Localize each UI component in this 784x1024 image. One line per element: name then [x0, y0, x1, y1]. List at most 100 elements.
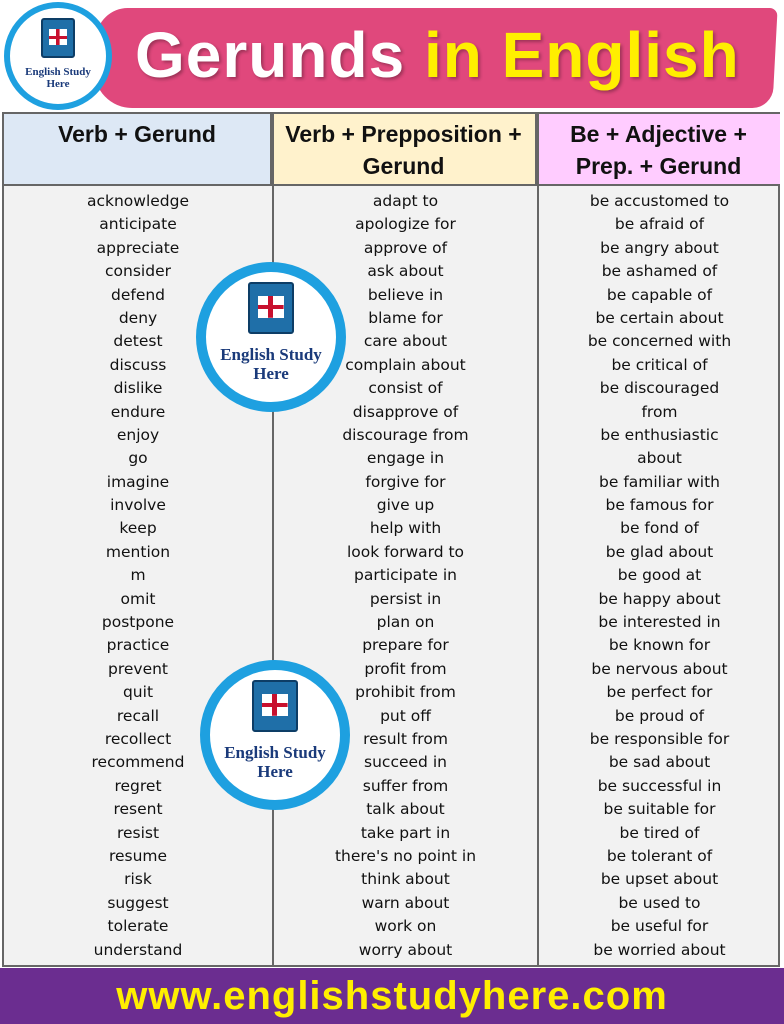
list-item: consist of: [368, 379, 443, 398]
list-item: be known for: [608, 636, 711, 655]
list-item: work on: [374, 917, 437, 936]
list-item: about: [637, 449, 682, 468]
list-item: dislike: [113, 379, 163, 398]
list-item: practice: [106, 636, 170, 655]
list-item: recall: [116, 706, 160, 725]
list-item: detest: [113, 332, 163, 351]
list-item: be proud of: [614, 706, 705, 725]
logo-text: English Study Here: [224, 743, 326, 781]
list-item: go: [128, 449, 148, 468]
list-item: be capable of: [606, 285, 713, 304]
list-item: put off: [380, 706, 431, 725]
list-item: be good at: [617, 566, 702, 585]
list-item: recommend: [91, 753, 185, 772]
list-item: be enthusiastic: [600, 425, 719, 444]
logo-text: English Study Here: [220, 345, 322, 383]
list-item: be afraid of: [614, 215, 705, 234]
list-item: be accustomed to: [589, 192, 730, 210]
list-item: plan on: [376, 613, 435, 632]
book-icon: [248, 282, 294, 334]
list-item: worry about: [358, 940, 453, 959]
list-item: discuss: [109, 355, 167, 374]
list-item: be certain about: [595, 308, 724, 327]
list-item: be tolerant of: [606, 846, 713, 865]
list-item: m: [130, 566, 146, 585]
list-item: consider: [105, 262, 171, 281]
list-item: risk: [124, 870, 152, 889]
list-item: be angry about: [600, 238, 719, 257]
be-adj-prep-gerund-list: be accustomed to be afraid of be angry abo…: [539, 190, 780, 965]
list-item: resume: [108, 846, 168, 865]
list-item: engage in: [366, 449, 445, 468]
list-item: look forward to: [346, 542, 465, 561]
list-item: discourage from: [342, 425, 469, 444]
list-item: be used to: [618, 893, 701, 912]
list-item: forgive for: [365, 472, 446, 491]
title-main: Gerunds: [135, 19, 406, 91]
list-item: give up: [376, 496, 435, 515]
list-item: be ashamed of: [601, 262, 718, 281]
list-item: be interested in: [598, 613, 721, 632]
list-item: be discouraged: [599, 379, 720, 398]
list-item: approve of: [363, 238, 448, 257]
list-item: be upset about: [600, 870, 719, 889]
list-item: take part in: [360, 823, 451, 842]
list-item: anticipate: [99, 215, 177, 234]
list-item: be concerned with: [587, 332, 732, 351]
list-item: participate in: [354, 566, 457, 585]
book-icon: [252, 680, 298, 732]
list-item: be perfect for: [606, 683, 713, 702]
list-item: understand: [93, 940, 183, 959]
list-item: deny: [118, 308, 158, 327]
list-item: prohibit from: [355, 683, 456, 702]
list-item: involve: [110, 496, 166, 515]
verb-gerund-list: acknowledge anticipate appreciate consider d…: [4, 190, 272, 965]
list-item: succeed in: [364, 753, 447, 772]
list-item: enjoy: [116, 425, 160, 444]
list-item: appreciate: [96, 238, 180, 257]
list-item: defend: [110, 285, 166, 304]
column-divider: [272, 114, 274, 965]
logo-text: English Study Here: [25, 66, 91, 91]
list-item: prevent: [107, 659, 169, 678]
title-highlight: in English: [423, 19, 740, 91]
list-item: keep: [119, 519, 157, 538]
list-item: tolerate: [107, 917, 169, 936]
list-item: be happy about: [598, 589, 721, 608]
list-item: ask about: [367, 262, 444, 281]
list-item: be famous for: [605, 496, 714, 515]
verb-prep-gerund-list: adapt to apologize for approve of ask about…: [274, 190, 537, 965]
list-item: complain about: [345, 355, 466, 374]
list-item: there's no point in: [334, 846, 477, 865]
list-item: quit: [122, 683, 154, 702]
list-item: be glad about: [605, 542, 714, 561]
list-item: from: [641, 402, 678, 421]
book-icon: [41, 18, 75, 58]
list-item: believe in: [367, 285, 444, 304]
list-item: apologize for: [355, 215, 456, 234]
list-item: resent: [113, 800, 163, 819]
list-item: recollect: [104, 729, 172, 748]
column-header-verb-prep-gerund: Verb + Prepposition + Gerund: [272, 114, 537, 186]
list-item: be sad about: [608, 753, 711, 772]
list-item: mention: [105, 542, 171, 561]
list-item: be fond of: [620, 519, 699, 538]
list-item: care about: [363, 332, 448, 351]
list-item: adapt to: [372, 192, 439, 210]
column-header-be-adj-prep-gerund: Be + Adjective + Prep. + Gerund: [537, 114, 780, 186]
list-item: warn about: [361, 893, 450, 912]
list-item: blame for: [368, 308, 443, 327]
footer-url[interactable]: www.englishstudyhere.com: [0, 968, 784, 1024]
list-item: be familiar with: [599, 472, 720, 491]
list-item: omit: [120, 589, 156, 608]
list-item: regret: [114, 776, 162, 795]
list-item: postpone: [101, 613, 175, 632]
list-item: suffer from: [362, 776, 449, 795]
list-item: talk about: [366, 800, 445, 819]
list-item: be worried about: [593, 940, 726, 959]
list-item: be critical of: [611, 355, 708, 374]
logo-watermark-bottom: English Study Here: [200, 660, 350, 810]
list-item: result from: [363, 729, 448, 748]
page-title: Gerunds in English: [135, 18, 740, 92]
list-item: be suitable for: [603, 800, 716, 819]
